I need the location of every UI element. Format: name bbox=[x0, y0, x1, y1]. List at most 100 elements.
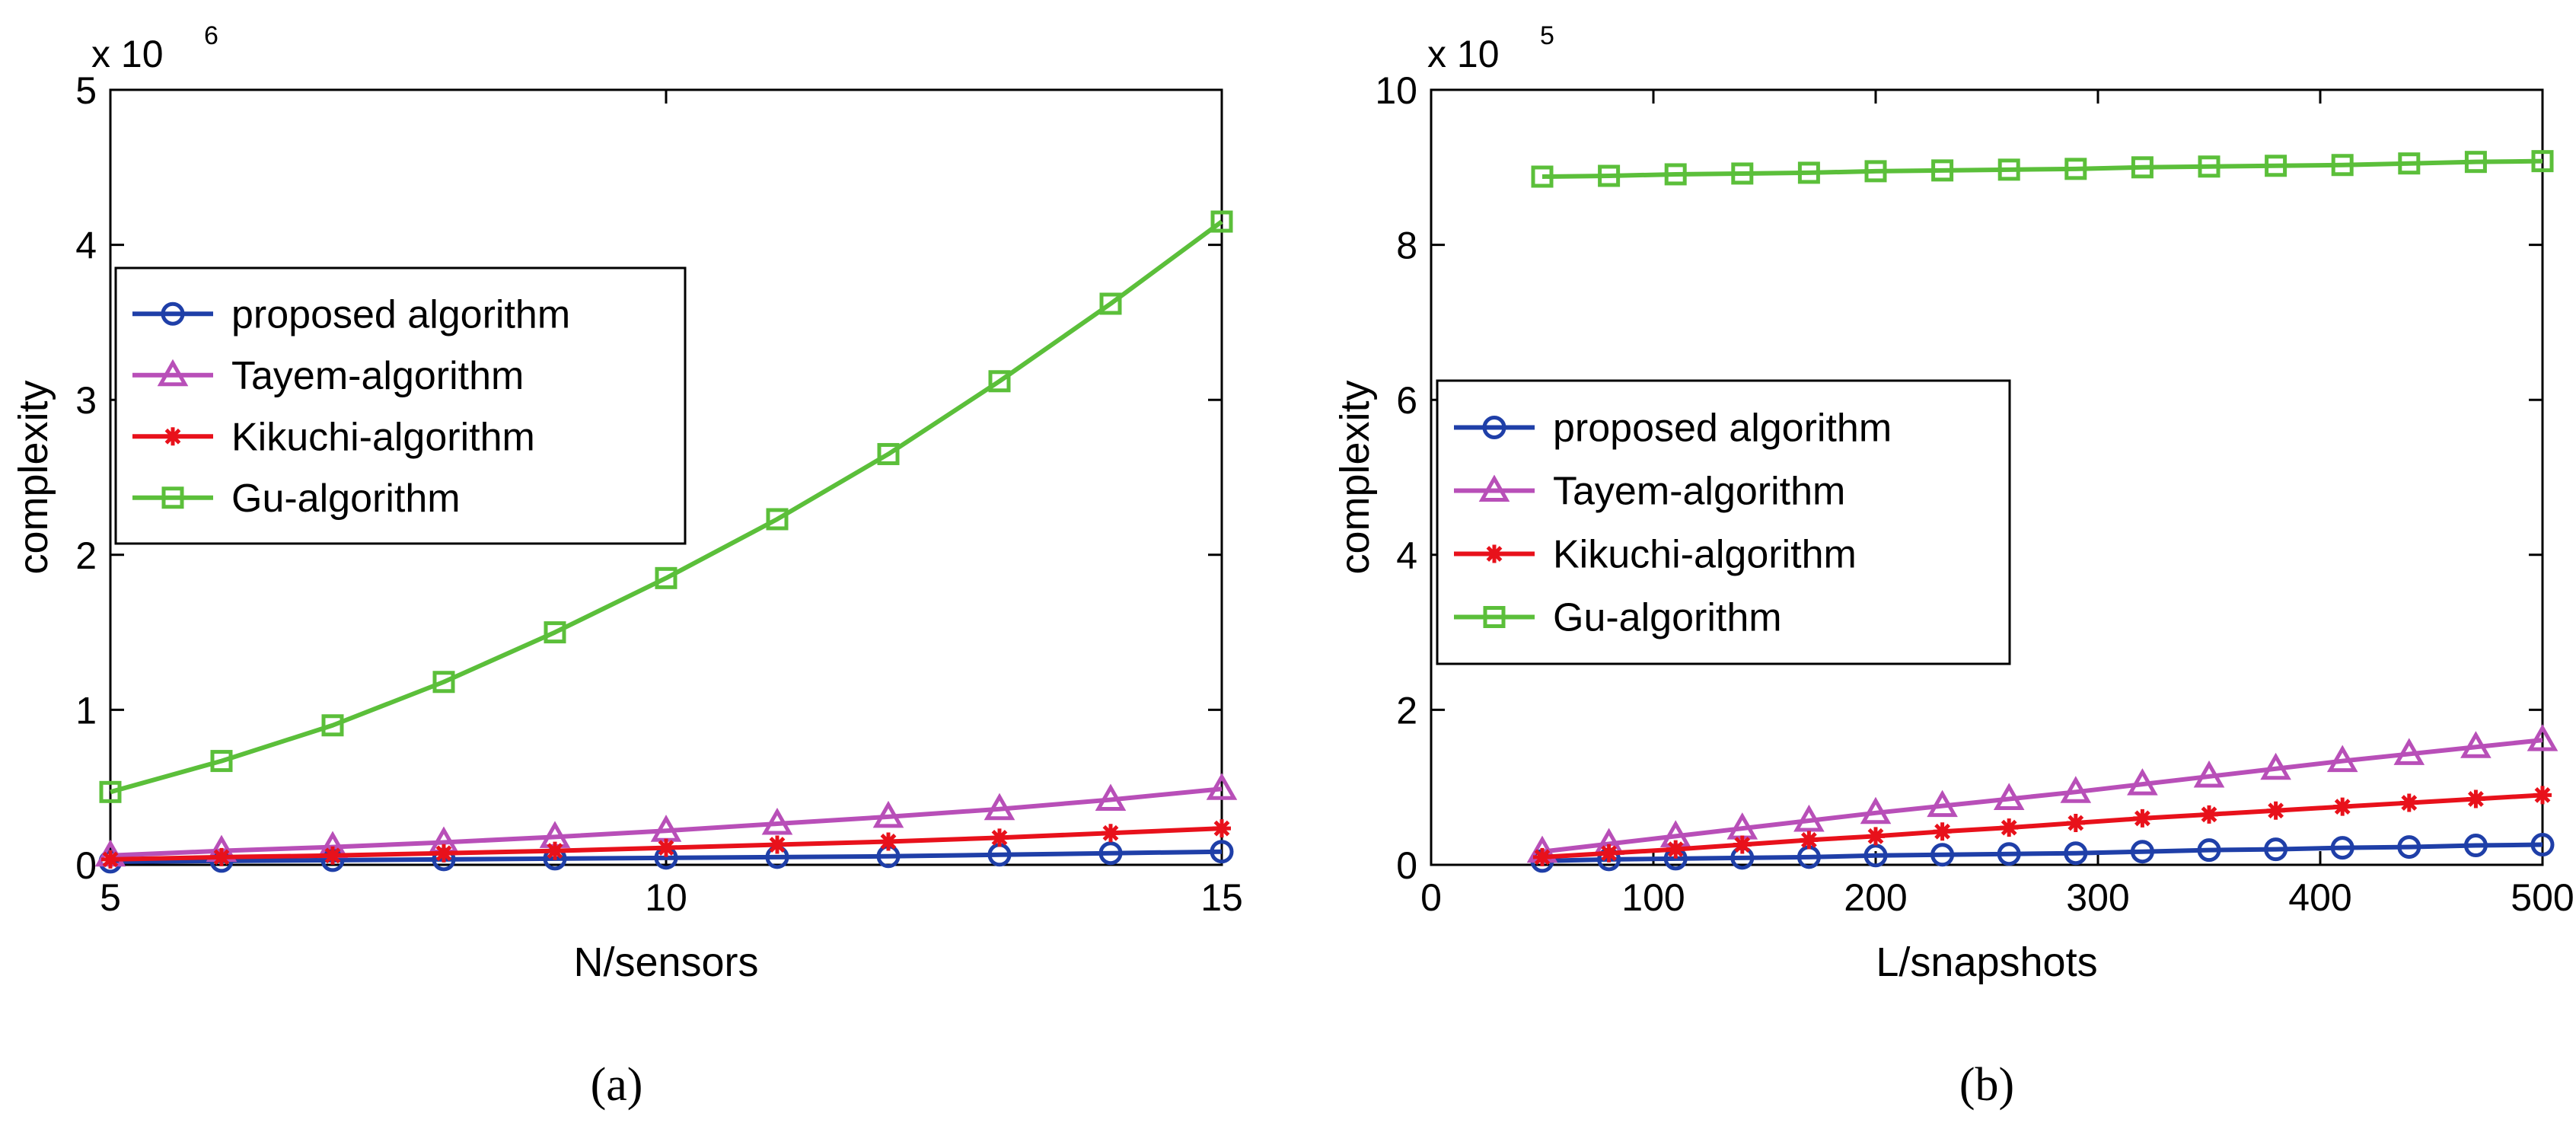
data-point bbox=[990, 828, 1009, 847]
data-point bbox=[1863, 844, 1888, 868]
data-point bbox=[435, 844, 453, 863]
chart-panel-b: 0 100 200 300 400 500 0 2 4 6 8 10x 10 5 L/snapshots c… bbox=[1332, 21, 2574, 985]
data-point bbox=[2064, 841, 2088, 866]
data-point bbox=[1598, 164, 1621, 187]
y-exponent-power: 5 bbox=[1540, 21, 1554, 50]
y-exponent-base: x 10 bbox=[1427, 33, 1500, 75]
data-point bbox=[1531, 165, 1554, 188]
series-kikuchi-algorithm bbox=[101, 819, 1231, 869]
legend-label: proposed algorithm bbox=[231, 292, 570, 336]
data-point bbox=[2331, 154, 2354, 177]
legend: proposed algorithm Tayem-algorithm Kikuchi… bbox=[114, 266, 687, 545]
data-point bbox=[321, 714, 344, 737]
data-point bbox=[1864, 160, 1887, 183]
data-point bbox=[2460, 731, 2492, 758]
data-point bbox=[877, 442, 900, 465]
series-line bbox=[110, 219, 1223, 795]
data-point bbox=[101, 850, 120, 869]
x-tick-label: 10 bbox=[645, 876, 687, 919]
data-point bbox=[2265, 155, 2287, 177]
series-line bbox=[1541, 158, 2543, 180]
data-point bbox=[2333, 797, 2352, 816]
data-point bbox=[1927, 789, 1958, 818]
data-point bbox=[2399, 793, 2418, 812]
data-point bbox=[2000, 818, 2019, 837]
x-tick-label: 500 bbox=[2511, 876, 2574, 919]
y-tick-label: 5 bbox=[75, 69, 97, 112]
legend-swatch-marker bbox=[1483, 606, 1506, 628]
series-line bbox=[110, 786, 1223, 858]
legend-label: Gu-algorithm bbox=[231, 477, 461, 521]
x-axis-label: N/sensors bbox=[573, 939, 758, 985]
data-point bbox=[2131, 156, 2154, 179]
data-point bbox=[2198, 155, 2221, 178]
legend-swatch-marker bbox=[1485, 544, 1503, 563]
data-point bbox=[2197, 838, 2221, 863]
data-point bbox=[2530, 833, 2555, 857]
data-point bbox=[1213, 819, 1231, 838]
data-point bbox=[1666, 840, 1685, 859]
series-gu-algorithm bbox=[1531, 150, 2554, 188]
data-point bbox=[988, 370, 1011, 393]
data-point bbox=[2266, 801, 2285, 820]
data-point bbox=[879, 832, 897, 851]
data-point bbox=[1733, 835, 1752, 854]
data-point bbox=[99, 780, 122, 803]
data-point bbox=[1095, 783, 1127, 811]
y-axis-label: complexity bbox=[11, 380, 56, 574]
data-point bbox=[2066, 814, 2085, 833]
data-point bbox=[1867, 827, 1885, 846]
data-point bbox=[1997, 842, 2021, 866]
data-point bbox=[1797, 161, 1820, 184]
data-point bbox=[1933, 822, 1952, 841]
x-tick-label: 100 bbox=[1621, 876, 1685, 919]
data-point bbox=[1800, 831, 1819, 850]
panel-caption: (b) bbox=[1959, 1059, 2014, 1111]
y-tick-label: 8 bbox=[1396, 225, 1417, 267]
y-tick-label: 1 bbox=[75, 689, 97, 732]
y-exponent-base: x 10 bbox=[91, 33, 164, 75]
x-axis-label: L/snapshots bbox=[1876, 939, 2097, 985]
legend-label: Gu-algorithm bbox=[1553, 596, 1782, 640]
data-point bbox=[546, 841, 564, 860]
panel-caption: (a) bbox=[591, 1059, 643, 1111]
y-tick-label: 0 bbox=[75, 844, 97, 887]
data-point bbox=[761, 808, 793, 835]
data-point bbox=[2130, 840, 2154, 864]
data-point bbox=[1599, 844, 1618, 863]
data-point bbox=[2193, 760, 2225, 788]
legend-swatch-marker bbox=[1482, 416, 1506, 439]
data-point bbox=[1533, 847, 1551, 866]
data-point bbox=[2393, 738, 2425, 765]
y-axis-label: complexity bbox=[1332, 380, 1378, 574]
data-point bbox=[1099, 292, 1122, 315]
data-point bbox=[2463, 834, 2488, 858]
data-point bbox=[2527, 724, 2558, 751]
data-point bbox=[210, 750, 233, 773]
series-gu-algorithm bbox=[99, 210, 1233, 803]
series-line bbox=[1541, 793, 2543, 860]
legend-label: Tayem-algorithm bbox=[231, 354, 524, 398]
y-tick-label: 4 bbox=[75, 225, 97, 267]
y-tick-label: 2 bbox=[1396, 689, 1417, 732]
legend: proposed algorithm Tayem-algorithm Kikuchi… bbox=[1436, 379, 2011, 665]
y-tick-label: 10 bbox=[1375, 69, 1417, 112]
legend-label: proposed algorithm bbox=[1553, 407, 1892, 451]
data-point bbox=[2064, 158, 2087, 180]
data-point bbox=[2127, 768, 2158, 796]
data-point bbox=[766, 508, 789, 531]
legend-swatch-marker bbox=[164, 427, 182, 446]
legend-label: Kikuchi-algorithm bbox=[231, 415, 535, 459]
data-point bbox=[1930, 843, 1955, 867]
y-exponent-power: 6 bbox=[204, 21, 218, 50]
series-kikuchi-algorithm bbox=[1533, 786, 2552, 866]
data-point bbox=[984, 793, 1015, 821]
legend-swatch-marker bbox=[161, 486, 184, 509]
data-point bbox=[544, 621, 566, 644]
series-proposed-algorithm bbox=[98, 840, 1234, 874]
x-tick-label: 0 bbox=[1420, 876, 1442, 919]
data-point bbox=[2326, 745, 2358, 773]
data-point bbox=[1098, 841, 1123, 866]
data-point bbox=[2531, 150, 2554, 173]
